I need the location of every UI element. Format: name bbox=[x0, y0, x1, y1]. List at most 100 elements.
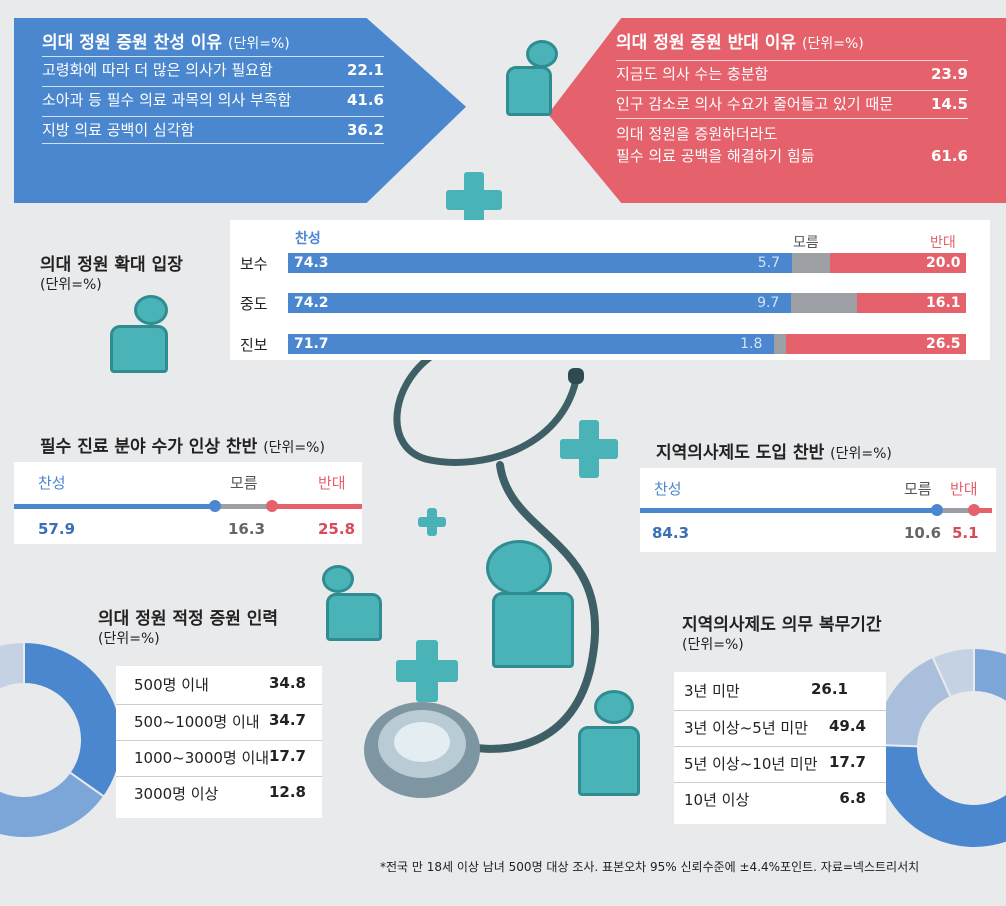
oppose-reasons-title-text: 의대 정원 증원 반대 이유 bbox=[616, 33, 797, 53]
dot-marker bbox=[209, 500, 222, 512]
quota-table: 500명 이내 34.8 500~1000명 이내 34.7 1000~3000명 … bbox=[116, 666, 322, 818]
oppose-reason-row: 지금도 의사 수는 충분함 23.9 bbox=[616, 60, 968, 87]
source-footnote: *전국 만 18세 이상 남녀 500명 대상 조사. 표본오차 95% 신뢰수… bbox=[380, 860, 920, 874]
support-reason-value: 41.6 bbox=[346, 91, 384, 109]
donut-slice bbox=[0, 770, 106, 839]
table-row-label: 500명 이내 bbox=[134, 676, 209, 694]
table-row-value: 49.4 bbox=[828, 717, 866, 735]
support-reasons-title-text: 의대 정원 증원 찬성 이유 bbox=[42, 33, 223, 53]
doctor-figure-icon bbox=[498, 40, 568, 120]
table-row: 3000명 이상 12.8 bbox=[116, 776, 322, 807]
table-row-label: 3000명 이상 bbox=[134, 785, 219, 803]
table-row: 500~1000명 이내 34.7 bbox=[116, 704, 322, 735]
dot-line-segment bbox=[936, 508, 975, 513]
oppose-reasons-unit: (단위=%) bbox=[802, 36, 864, 52]
doctor-figure-icon bbox=[478, 540, 588, 670]
medical-cross-icon bbox=[418, 508, 446, 536]
oppose-reason-value: 14.5 bbox=[930, 95, 968, 113]
quota-donut-chart bbox=[0, 640, 123, 839]
regional-chart-title: 지역의사제도 도입 찬반 (단위=%) bbox=[656, 438, 892, 463]
stacked-bar-row: 74.2 9.7 16.1 bbox=[288, 293, 966, 313]
dot-value-label: 16.3 bbox=[228, 520, 266, 538]
regional-chart-title-text: 지역의사제도 도입 찬반 bbox=[656, 443, 825, 463]
regional-chart-unit: (단위=%) bbox=[830, 446, 892, 462]
service-donut-chart bbox=[873, 646, 1006, 849]
table-row: 3년 미만 26.1 bbox=[674, 674, 886, 704]
dot-category-label: 반대 bbox=[950, 480, 978, 498]
table-row: 5년 이상~10년 미만 17.7 bbox=[674, 746, 886, 777]
service-chart-title: 지역의사제도 의무 복무기간 bbox=[682, 615, 882, 635]
stance-legend-support: 찬성 bbox=[295, 231, 321, 247]
stacked-bar-row: 74.3 5.7 20.0 bbox=[288, 253, 966, 273]
support-reasons-unit: (단위=%) bbox=[228, 36, 290, 52]
table-row-label: 1000~3000명 이내 bbox=[134, 749, 270, 767]
bar-data-label: 5.7 bbox=[757, 255, 781, 271]
dot-marker bbox=[930, 504, 943, 516]
table-row: 3년 이상~5년 미만 49.4 bbox=[674, 710, 886, 741]
bar-data-label: 26.5 bbox=[926, 336, 961, 352]
stance-legend-oppose: 반대 bbox=[930, 235, 956, 251]
bar-data-label: 9.7 bbox=[757, 295, 780, 311]
oppose-reason-value: 23.9 bbox=[930, 65, 968, 83]
bar-segment bbox=[774, 334, 787, 354]
stance-chart-title: 의대 정원 확대 입장 bbox=[40, 255, 183, 275]
support-reasons-title: 의대 정원 증원 찬성 이유 (단위=%) bbox=[42, 28, 290, 53]
dot-category-label: 찬성 bbox=[654, 480, 682, 498]
medical-cross-icon bbox=[560, 420, 618, 478]
dot-marker bbox=[266, 500, 279, 512]
oppose-reason-row: 의대 정원을 증원하더라도 필수 의료 공백을 해결하기 힘듦 61.6 bbox=[616, 118, 968, 168]
medical-cross-icon bbox=[446, 172, 502, 228]
donut-slice bbox=[931, 646, 975, 699]
bar-segment bbox=[288, 253, 792, 273]
table-row: 1000~3000명 이내 17.7 bbox=[116, 740, 322, 771]
bar-segment bbox=[288, 334, 775, 354]
dot-value-label: 25.8 bbox=[318, 520, 356, 538]
table-row: 10년 이상 6.8 bbox=[674, 782, 886, 813]
table-row-label: 10년 이상 bbox=[684, 791, 750, 809]
fee-chart-panel bbox=[14, 462, 362, 544]
support-reason-value: 36.2 bbox=[346, 121, 384, 139]
support-reason-value: 22.1 bbox=[346, 61, 384, 79]
table-row-label: 500~1000명 이내 bbox=[134, 713, 260, 731]
dot-category-label: 모름 bbox=[904, 480, 932, 498]
support-reason-label: 소아과 등 필수 의료 과목의 의사 부족함 bbox=[42, 91, 292, 109]
bar-data-label: 20.0 bbox=[926, 255, 961, 271]
bar-segment bbox=[786, 334, 966, 354]
oppose-reason-row: 인구 감소로 의사 수요가 줄어들고 있기 때문 14.5 bbox=[616, 90, 968, 117]
service-chart-unit: (단위=%) bbox=[682, 637, 744, 653]
oppose-reason-label: 인구 감소로 의사 수요가 줄어들고 있기 때문 bbox=[616, 95, 894, 113]
stance-legend-unknown: 모름 bbox=[793, 235, 819, 251]
support-reason-row: 지방 의료 공백이 심각함 36.2 bbox=[42, 116, 384, 144]
table-row-value: 6.8 bbox=[839, 789, 866, 807]
oppose-reasons-banner: 의대 정원 증원 반대 이유 (단위=%) 지금도 의사 수는 충분함 23.9… bbox=[548, 18, 1006, 203]
fee-chart-title: 필수 진료 분야 수가 인상 찬반 (단위=%) bbox=[40, 432, 325, 457]
table-row-label: 5년 이상~10년 미만 bbox=[684, 755, 818, 773]
doctor-figure-icon bbox=[318, 565, 388, 645]
donut-slice bbox=[973, 646, 1006, 704]
dot-value-label: 84.3 bbox=[652, 524, 690, 542]
dot-category-label: 모름 bbox=[230, 474, 258, 492]
stance-row-label: 진보 bbox=[240, 336, 268, 354]
oppose-reasons-title: 의대 정원 증원 반대 이유 (단위=%) bbox=[616, 28, 864, 53]
table-row-value: 12.8 bbox=[268, 783, 306, 801]
bar-segment bbox=[791, 293, 857, 313]
doctor-figure-icon bbox=[108, 295, 176, 377]
table-row-value: 17.7 bbox=[268, 747, 306, 765]
bar-data-label: 74.3 bbox=[294, 255, 329, 271]
bar-segment bbox=[791, 253, 831, 273]
quota-chart-unit: (단위=%) bbox=[98, 631, 160, 647]
support-reason-label: 지방 의료 공백이 심각함 bbox=[42, 121, 195, 139]
table-row-value: 17.7 bbox=[828, 753, 866, 771]
dot-category-label: 반대 bbox=[318, 474, 346, 492]
support-reason-label: 고령화에 따라 더 많은 의사가 필요함 bbox=[42, 61, 273, 79]
bar-data-label: 1.8 bbox=[740, 336, 763, 352]
donut-slice bbox=[873, 743, 1006, 849]
service-table: 3년 미만 26.1 3년 이상~5년 미만 49.4 5년 이상~10년 미만 17… bbox=[674, 672, 886, 824]
table-row: 500명 이내 34.8 bbox=[116, 668, 322, 698]
dot-marker bbox=[968, 504, 981, 516]
donut-slice bbox=[23, 640, 123, 798]
dot-line-segment bbox=[272, 504, 362, 509]
dot-line-segment bbox=[974, 508, 992, 513]
oppose-reason-label: 지금도 의사 수는 충분함 bbox=[616, 65, 769, 83]
stance-row-label: 보수 bbox=[240, 255, 268, 273]
